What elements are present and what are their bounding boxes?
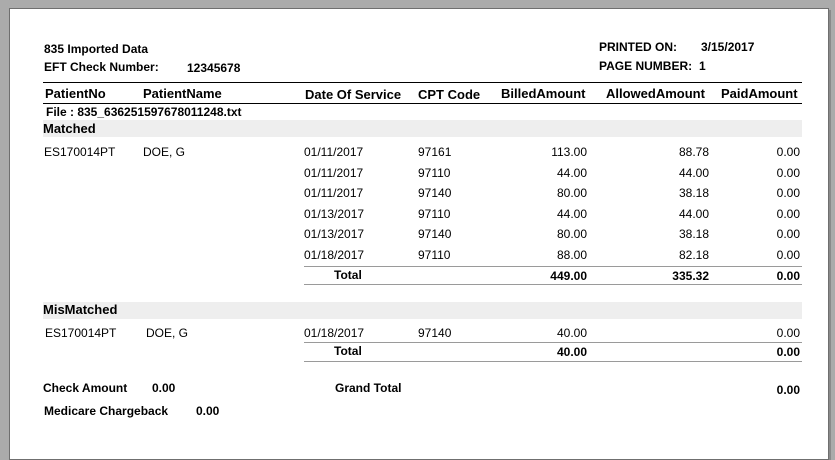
check-amount-value: 0.00 — [152, 381, 176, 395]
page-number-label: PAGE NUMBER: — [599, 59, 693, 73]
page-number-value: 1 — [699, 59, 706, 73]
column-header-divider — [43, 103, 802, 104]
eft-check-label: EFT Check Number: — [44, 60, 159, 74]
mismatched-total-top-rule — [304, 342, 802, 343]
grand-total-label: Grand Total — [335, 381, 402, 395]
header-divider — [43, 82, 802, 83]
cpt-cell: 97110 — [418, 165, 451, 180]
mismatched-total-label: Total — [334, 344, 362, 358]
mismatched-section-band — [43, 302, 802, 319]
check-amount-label: Check Amount — [43, 381, 128, 395]
date-cell: 01/18/2017 — [304, 326, 365, 340]
matched-total-allowed: 335.32 — [672, 269, 709, 283]
report-page: 835 Imported Data EFT Check Number: 1234… — [9, 8, 829, 460]
allowed-cell: 38.18 — [678, 227, 709, 241]
mismatched-patient-no: ES170014PT — [45, 326, 117, 340]
paid-cell: 0.00 — [776, 145, 800, 159]
grand-total-value: 0.00 — [776, 383, 800, 397]
allowed-cell: 88.78 — [678, 145, 709, 159]
col-allowed-amount: AllowedAmount — [606, 86, 705, 101]
matched-total-bottom-rule — [304, 284, 802, 285]
paid-cell: 0.00 — [776, 326, 800, 340]
matched-total-label: Total — [334, 268, 362, 282]
allowed-cell: 44.00 — [678, 165, 709, 180]
cpt-cell: 97110 — [418, 247, 451, 262]
matched-total-billed: 449.00 — [550, 269, 587, 283]
matched-patient-no: ES170014PT — [44, 145, 116, 159]
paid-cell: 0.00 — [776, 186, 800, 200]
col-paid-amount: PaidAmount — [721, 86, 798, 101]
billed-cell: 88.00 — [556, 247, 587, 262]
report-title: 835 Imported Data — [44, 42, 149, 56]
mismatched-patient-name: DOE, G — [146, 326, 189, 340]
cpt-cell: 97140 — [418, 326, 452, 340]
matched-total-top-rule — [304, 266, 802, 267]
mismatched-section-label: MisMatched — [43, 302, 118, 317]
paid-cell: 0.00 — [776, 206, 800, 221]
col-date-of-service: Date Of Service — [305, 87, 402, 102]
file-name: File : 835_636251597678011248.txt — [46, 105, 242, 119]
paid-cell: 0.00 — [776, 165, 800, 180]
printed-on-label: PRINTED ON: — [599, 40, 677, 54]
paid-cell: 0.00 — [776, 247, 800, 262]
billed-cell: 44.00 — [556, 206, 587, 221]
medicare-chargeback-label: Medicare Chargeback — [44, 404, 169, 418]
billed-cell: 80.00 — [556, 227, 587, 241]
col-patient-name: PatientName — [143, 86, 222, 101]
mismatched-total-bottom-rule — [304, 361, 802, 362]
cpt-cell: 97161 — [418, 145, 452, 159]
eft-check-value: 12345678 — [187, 61, 241, 75]
billed-cell: 80.00 — [556, 186, 587, 200]
date-cell: 01/13/2017 — [304, 227, 365, 241]
date-cell: 01/11/2017 — [304, 165, 364, 180]
matched-patient-name: DOE, G — [143, 145, 186, 159]
mismatched-total-billed: 40.00 — [556, 345, 587, 359]
matched-section-label: Matched — [43, 121, 96, 136]
col-cpt-code: CPT Code — [418, 87, 481, 102]
allowed-cell: 44.00 — [678, 206, 709, 221]
billed-cell: 113.00 — [551, 145, 587, 159]
medicare-chargeback-value: 0.00 — [196, 404, 220, 418]
date-cell: 01/13/2017 — [304, 206, 365, 221]
paid-cell: 0.00 — [776, 227, 800, 241]
date-cell: 01/11/2017 — [304, 145, 364, 159]
cpt-cell: 97140 — [418, 227, 452, 241]
cpt-cell: 97110 — [418, 206, 451, 221]
col-patient-no: PatientNo — [45, 86, 106, 101]
col-billed-amount: BilledAmount — [501, 86, 586, 101]
allowed-cell: 38.18 — [678, 186, 709, 200]
matched-total-paid: 0.00 — [776, 269, 800, 283]
billed-cell: 40.00 — [556, 326, 587, 340]
cpt-cell: 97140 — [418, 186, 452, 200]
matched-section-band — [43, 120, 802, 137]
billed-cell: 44.00 — [556, 165, 587, 180]
date-cell: 01/11/2017 — [304, 186, 364, 200]
mismatched-total-paid: 0.00 — [776, 345, 800, 359]
date-cell: 01/18/2017 — [304, 247, 365, 262]
printed-on-value: 3/15/2017 — [701, 40, 755, 54]
allowed-cell: 82.18 — [678, 247, 709, 262]
